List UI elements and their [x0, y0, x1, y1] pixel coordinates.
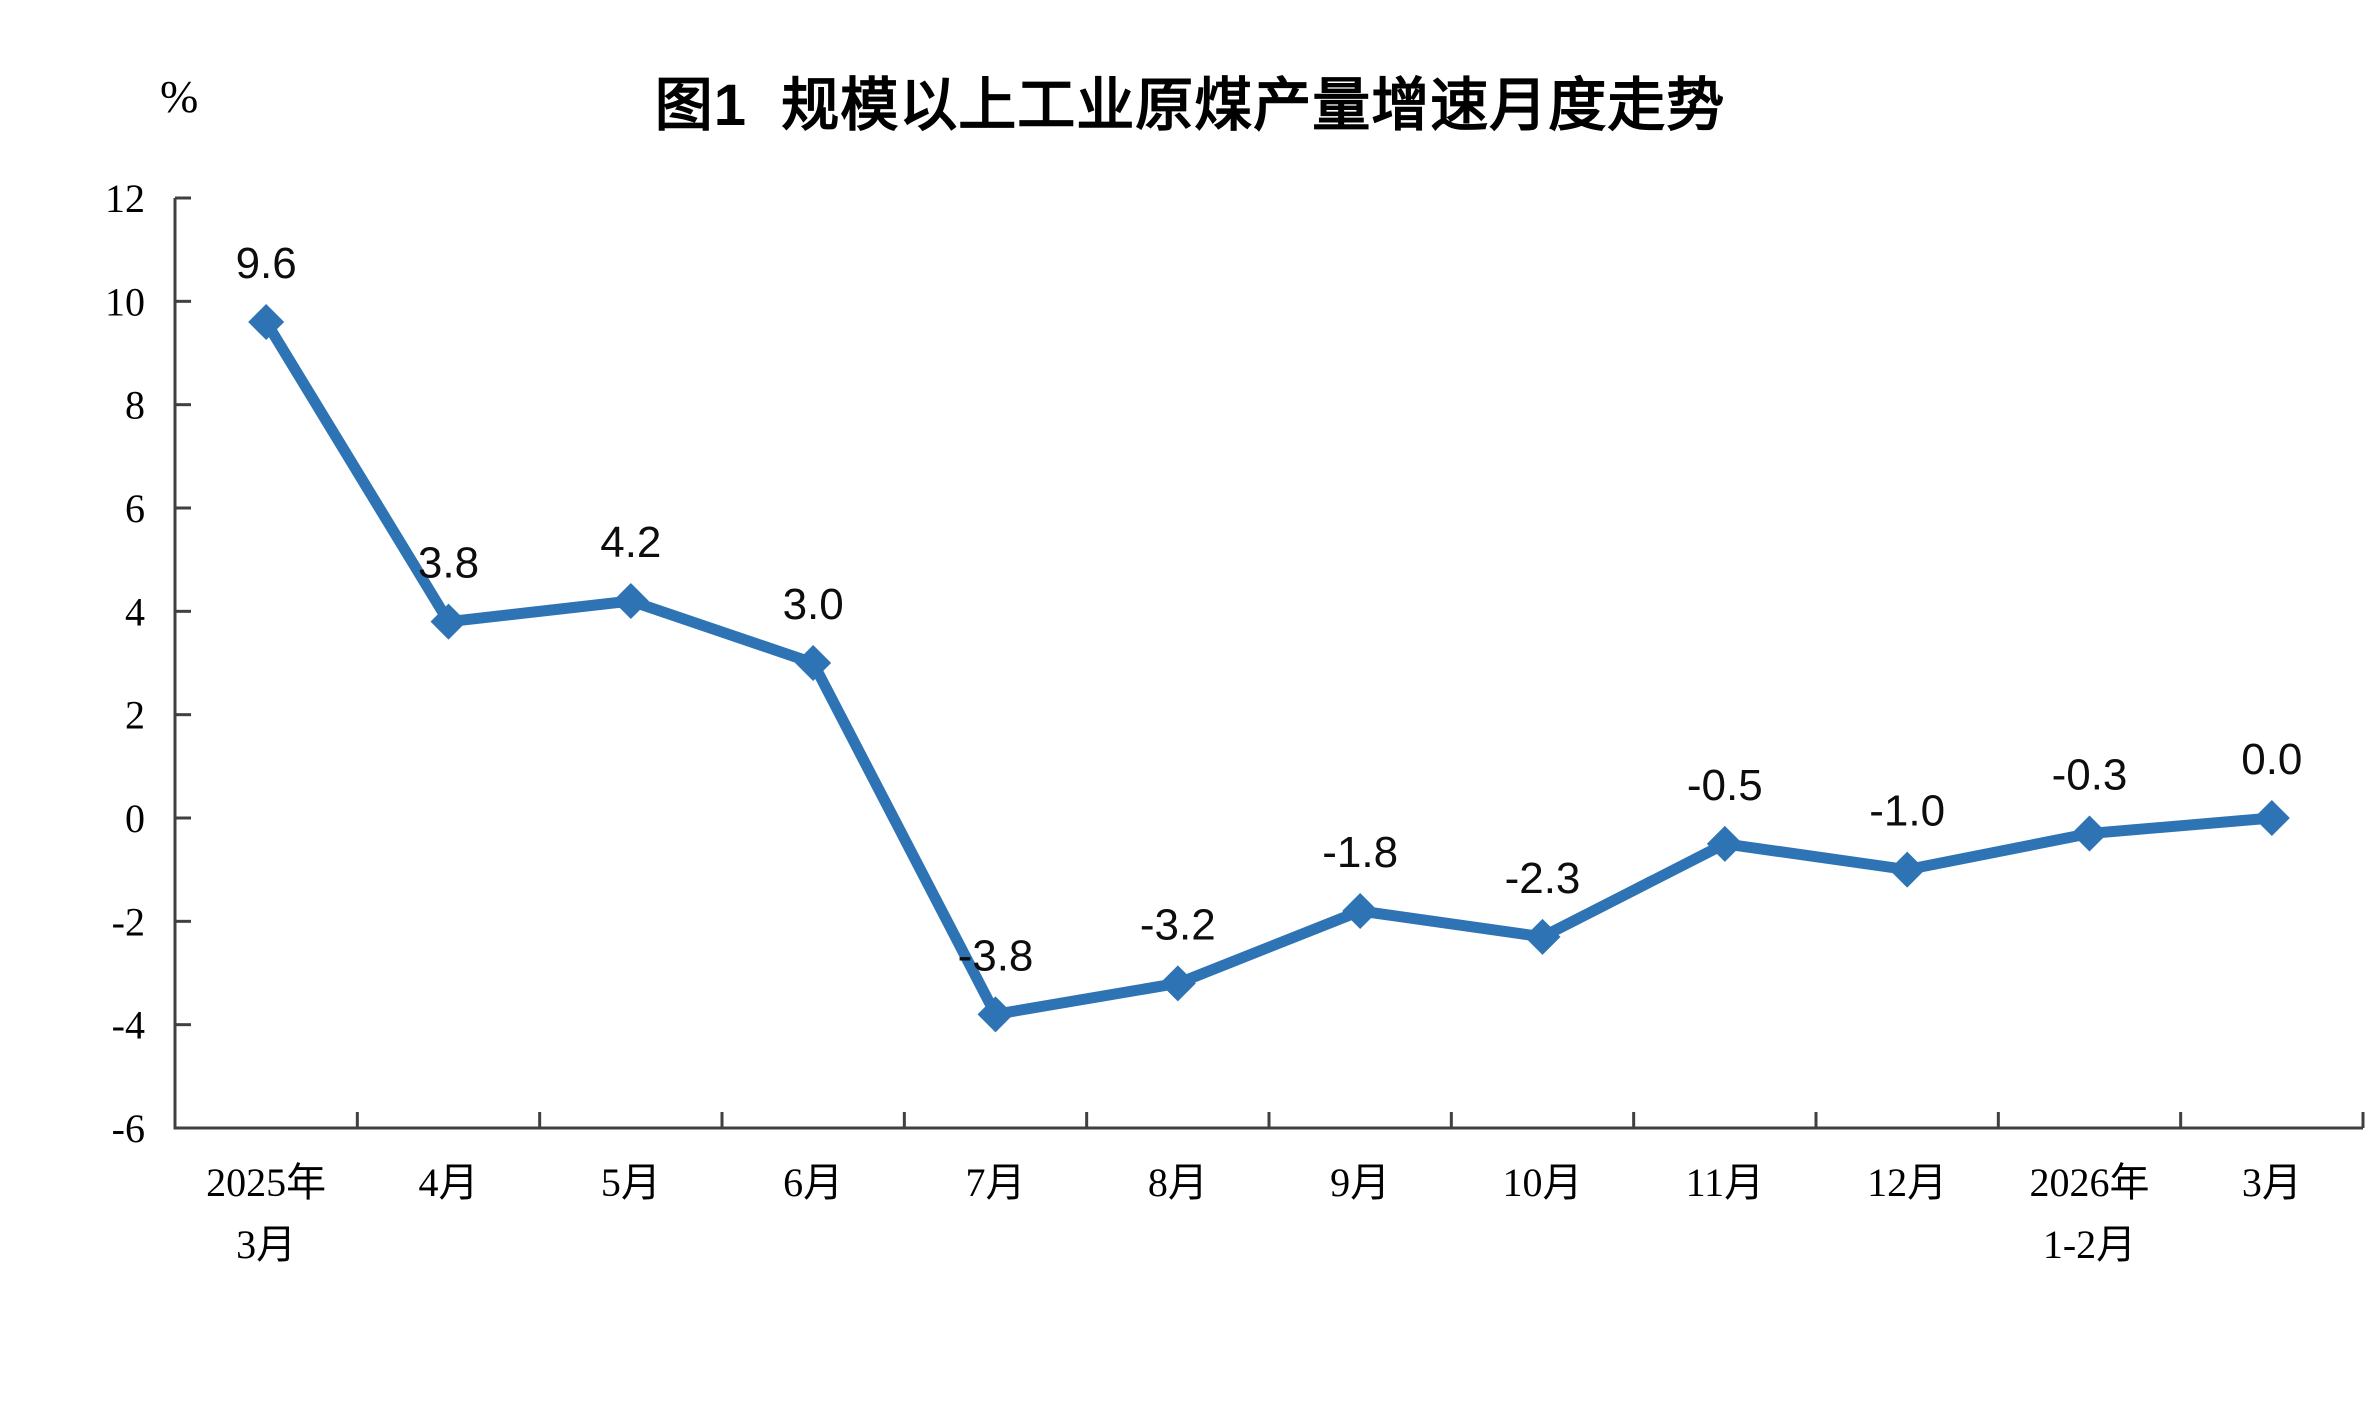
data-point-label: -3.2	[1140, 900, 1216, 949]
data-point-label: -0.3	[2052, 751, 2128, 800]
data-point-marker	[1159, 965, 1196, 1002]
y-tick-label: -4	[112, 1003, 145, 1048]
data-point-label: -2.3	[1505, 854, 1581, 903]
data-point-marker	[2253, 800, 2290, 836]
y-axis-unit-label: %	[160, 71, 199, 122]
data-point-marker	[795, 645, 832, 681]
data-point-marker	[1342, 893, 1379, 929]
x-category-label: 11月	[1686, 1160, 1765, 1205]
data-point-label: -1.8	[1322, 828, 1398, 877]
data-point-label: -3.8	[958, 931, 1034, 980]
x-category-label: 6月	[783, 1160, 843, 1205]
x-category-label: 4月	[419, 1160, 479, 1205]
x-category-label: 9月	[1330, 1160, 1390, 1205]
data-point-marker	[977, 996, 1014, 1033]
y-tick-label: 12	[105, 176, 145, 221]
y-tick-label: -6	[112, 1106, 145, 1151]
x-category-label: 2026年 1-2月	[2030, 1160, 2150, 1267]
data-series	[248, 304, 2290, 1033]
data-point-marker	[430, 603, 467, 640]
data-point-marker	[1524, 918, 1561, 955]
x-category-label: 10月	[1503, 1160, 1583, 1205]
data-point-marker	[612, 583, 649, 619]
data-point-marker	[2071, 815, 2108, 852]
data-point-label: -0.5	[1687, 761, 1763, 810]
data-point-label: 0.0	[2241, 735, 2302, 784]
x-category-label: 12月	[1867, 1160, 1947, 1205]
data-point-label: -1.0	[1869, 787, 1945, 836]
axis-line	[173, 198, 2363, 1130]
data-point-marker	[1706, 825, 1743, 862]
chart-title: 图1 规模以上工业原煤产量增速月度走势	[654, 73, 1726, 138]
y-tick-label: 4	[125, 589, 145, 634]
y-tick-label: 0	[125, 796, 145, 841]
data-point-label: 4.2	[600, 518, 661, 567]
data-labels: 9.6 3.8 4.2 3.0 -3.8 -3.2 -1.8 -2.3 -0.5 -1.0 -0.3…	[236, 239, 2303, 980]
data-point-marker	[1889, 851, 1926, 888]
x-category-label: 3月	[2242, 1160, 2302, 1205]
axes	[173, 196, 2365, 1130]
y-tick-label: -2	[112, 899, 145, 944]
series-line	[260, 316, 2278, 1020]
y-tick-label: 6	[125, 486, 145, 531]
x-category-label: 7月	[966, 1160, 1026, 1205]
y-tick-label: 2	[125, 693, 145, 738]
data-point-label: 3.8	[418, 539, 479, 588]
y-tick-label: 10	[105, 279, 145, 324]
x-category-label: 2025年 3月	[206, 1160, 326, 1267]
x-axis-labels: 2025年 3月 4月 5月 6月 7月 8月 9月 10月 11月 12月 2026年 1-2月 3月	[206, 1160, 2302, 1267]
data-point-label: 9.6	[236, 239, 297, 288]
y-axis-labels: 12 10 8 6 4 2 0 -2 -4 -6	[105, 176, 145, 1151]
data-point-label: 3.0	[783, 580, 844, 629]
x-category-label: 5月	[601, 1160, 661, 1205]
x-category-label: 8月	[1148, 1160, 1208, 1205]
y-tick-label: 8	[125, 383, 145, 428]
data-point-marker	[248, 304, 285, 340]
